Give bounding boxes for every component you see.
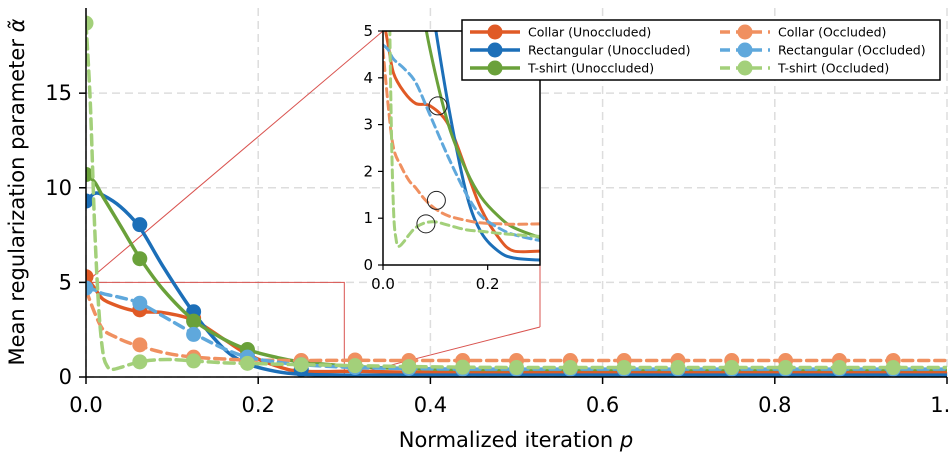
- marker-t-shirt-occluded: [778, 360, 794, 376]
- marker-t-shirt-occluded: [86, 15, 94, 31]
- y-tick-label: 15: [45, 81, 72, 105]
- marker-t-shirt-occluded: [885, 360, 901, 376]
- marker-t-shirt-occluded: [293, 357, 309, 373]
- x-tick-label: 0.6: [586, 393, 619, 417]
- x-tick-label: 0.4: [414, 393, 447, 417]
- x-tick-label: 0.8: [758, 393, 791, 417]
- legend-label-t-shirt-unoccluded: T-shirt (Unoccluded): [527, 61, 654, 76]
- main-series-group: [86, 15, 947, 377]
- legend-label-collar-unoccluded: Collar (Unoccluded): [528, 25, 651, 40]
- marker-t-shirt-occluded: [509, 360, 524, 376]
- marker-t-shirt-occluded: [239, 355, 255, 371]
- marker-rectangular-occluded: [186, 326, 202, 342]
- legend-marker-t-shirt-unoccluded: [487, 60, 503, 76]
- legend: Collar (Unoccluded) Rectangular (Unocclud…: [461, 19, 941, 81]
- inset-y-tick-label: 1: [363, 209, 373, 227]
- zoom-connector-top: [85, 30, 384, 283]
- x-axis-label: Normalized iteration p: [399, 428, 634, 452]
- inset-series-line-t-shirt-occluded: [388, 31, 540, 248]
- legend-label-collar-occluded: Collar (Occluded): [778, 25, 886, 40]
- y-tick-label: 0: [59, 365, 72, 389]
- legend-label-t-shirt-occluded: T-shirt (Occluded): [777, 61, 889, 76]
- y-tick-label: 5: [59, 270, 72, 294]
- inset-axes: 0.0 0.2 0 1 2 3 4 5: [363, 22, 499, 293]
- inset-y-tick-label: 2: [363, 162, 373, 180]
- inset-x-tick-label: 0.2: [476, 275, 500, 293]
- x-tick-label: 1.0: [930, 393, 951, 417]
- marker-t-shirt-occluded: [186, 353, 202, 369]
- inset-series-line-collar-unoccluded: [384, 31, 540, 254]
- marker-t-shirt-occluded: [347, 358, 363, 374]
- marker-collar-unoccluded: [86, 269, 94, 285]
- legend-marker-collar-unoccluded: [487, 24, 503, 40]
- legend-marker-rectangular-unoccluded: [487, 42, 503, 58]
- marker-t-shirt-occluded: [831, 360, 847, 376]
- legend-label-rectangular-unoccluded: Rectangular (Unoccluded): [528, 43, 690, 58]
- highlight-circle: [416, 214, 436, 234]
- legend-marker-rectangular-occluded: [737, 42, 753, 58]
- inset-y-tick-label: 3: [363, 116, 373, 134]
- inset-series-line-rectangular-unoccluded: [434, 31, 540, 262]
- marker-t-shirt-occluded: [455, 359, 471, 375]
- marker-t-shirt-occluded: [401, 359, 417, 375]
- legend-label-rectangular-occluded: Rectangular (Occluded): [778, 43, 926, 58]
- highlight-circle: [426, 190, 446, 210]
- main-axes: 0.00.20.40.60.81.0051015: [45, 8, 951, 417]
- inset-x-tick-label: 0.0: [371, 275, 395, 293]
- marker-t-shirt-occluded: [132, 354, 148, 370]
- legend-marker-t-shirt-occluded: [737, 60, 753, 76]
- marker-collar-occluded: [132, 337, 148, 353]
- marker-rectangular-unoccluded: [86, 193, 94, 209]
- marker-rectangular-occluded: [86, 280, 94, 296]
- marker-rectangular-occluded: [132, 295, 148, 311]
- marker-t-shirt-occluded: [724, 360, 740, 376]
- inset-y-tick-label: 4: [363, 69, 373, 87]
- inset-series-line-collar-occluded: [383, 48, 540, 226]
- marker-t-shirt-unoccluded: [186, 313, 202, 329]
- y-axis-label: Mean regularization parameter α̃: [5, 18, 29, 365]
- x-tick-label: 0.0: [69, 393, 102, 417]
- y-tick-label: 10: [45, 176, 72, 200]
- marker-t-shirt-occluded: [670, 360, 686, 376]
- marker-t-shirt-unoccluded: [132, 251, 148, 267]
- marker-rectangular-unoccluded: [132, 217, 148, 233]
- legend-frame: [461, 19, 941, 81]
- inset-y-tick-label: 0: [363, 256, 373, 274]
- marker-t-shirt-occluded: [562, 360, 578, 376]
- highlight-circle: [428, 96, 448, 116]
- inset-series-group: [383, 31, 540, 262]
- x-tick-label: 0.2: [241, 393, 274, 417]
- marker-t-shirt-occluded: [616, 360, 632, 376]
- legend-marker-collar-occluded: [737, 24, 753, 40]
- series-line-collar-occluded: [86, 288, 947, 363]
- inset-y-tick-label: 5: [363, 22, 373, 40]
- series-line-rectangular-unoccluded: [86, 191, 947, 377]
- inset-highlight-circles: [416, 96, 448, 234]
- inset-series-line-rectangular-occluded: [383, 43, 540, 243]
